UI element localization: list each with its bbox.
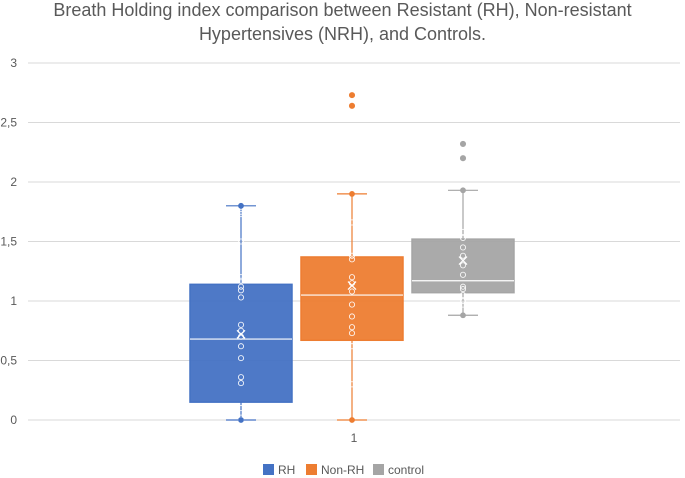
data-point-9 xyxy=(348,256,356,263)
data-point-5 xyxy=(459,271,467,278)
data-point-7 xyxy=(459,252,467,259)
box-series-1 xyxy=(300,92,404,423)
chart-title-line-2: Hypertensives (NRH), and Controls. xyxy=(199,24,486,44)
y-axis-ticks: 0 0,5 1 1,5 2 2,5 3 xyxy=(0,56,17,427)
data-point-3 xyxy=(237,380,245,387)
data-point-0 xyxy=(459,301,467,308)
data-point-8 xyxy=(459,244,467,251)
data-point-12 xyxy=(237,283,245,290)
data-point-11 xyxy=(237,287,245,294)
y-tick-label-4: 2 xyxy=(10,175,17,189)
mean-marker xyxy=(236,329,246,339)
mean-marker xyxy=(347,281,357,290)
data-point-4 xyxy=(459,283,467,290)
box-iqr xyxy=(411,238,515,294)
whisker-end-point-1 xyxy=(349,191,355,197)
data-point-5 xyxy=(348,301,356,308)
data-point-16 xyxy=(237,211,245,218)
data-point-17 xyxy=(237,208,245,215)
y-tick-label-1: 0,5 xyxy=(0,354,17,368)
data-point-2 xyxy=(459,291,467,299)
data-point-11 xyxy=(348,219,356,226)
data-point-5 xyxy=(237,355,245,362)
data-point-3 xyxy=(348,324,356,331)
box-series xyxy=(189,92,515,424)
data-point-10 xyxy=(459,228,467,236)
y-tick-label-2: 1 xyxy=(10,294,17,308)
chart-title-line-1: Breath Holding index comparison between … xyxy=(53,0,631,20)
whisker-end-point-1 xyxy=(460,187,466,194)
data-point-8 xyxy=(348,274,356,281)
box-series-0 xyxy=(189,202,293,424)
data-point-14 xyxy=(237,274,245,281)
data-point-6 xyxy=(237,343,245,350)
data-point-11 xyxy=(459,155,467,162)
data-point-0 xyxy=(348,381,356,388)
legend: RH Non-RH control xyxy=(263,463,424,477)
data-point-1 xyxy=(348,343,356,350)
box-series-2 xyxy=(411,140,515,319)
y-tick-label-5: 2,5 xyxy=(0,116,17,130)
whisker-end-point-0 xyxy=(238,417,244,423)
legend-label-2: control xyxy=(388,463,424,477)
data-point-3 xyxy=(459,286,467,293)
data-point-13 xyxy=(237,277,245,284)
data-point-9 xyxy=(237,321,245,328)
data-point-4 xyxy=(237,374,245,381)
legend-label-0: RH xyxy=(278,463,295,477)
x-tick-label-0: 1 xyxy=(351,431,358,445)
data-point-10 xyxy=(237,294,245,301)
data-point-1 xyxy=(459,297,467,305)
data-point-8 xyxy=(237,327,245,334)
y-tick-label-3: 1,5 xyxy=(0,235,17,249)
whisker-end-point-1 xyxy=(238,202,244,209)
legend-swatch-1 xyxy=(306,464,317,475)
data-point-13 xyxy=(348,92,356,99)
y-tick-label-6: 3 xyxy=(10,56,17,70)
data-point-6 xyxy=(459,262,467,269)
data-point-4 xyxy=(348,313,356,320)
legend-label-1: Non-RH xyxy=(321,463,364,477)
legend-swatch-2 xyxy=(373,464,384,475)
y-tick-label-0: 0 xyxy=(10,413,17,427)
data-point-2 xyxy=(237,405,245,412)
x-axis-ticks: 1 xyxy=(351,431,358,445)
data-point-12 xyxy=(459,140,467,147)
whisker-end-point-0 xyxy=(460,312,466,319)
box-iqr xyxy=(300,256,404,342)
data-point-15 xyxy=(237,238,245,245)
data-point-12 xyxy=(348,102,356,109)
mean-marker xyxy=(458,256,468,265)
data-point-2 xyxy=(348,330,356,337)
whisker-end-point-0 xyxy=(349,417,355,423)
gridlines xyxy=(28,62,680,421)
data-point-6 xyxy=(348,288,356,295)
legend-swatch-0 xyxy=(263,464,274,475)
data-point-9 xyxy=(459,234,467,241)
data-point-10 xyxy=(348,252,356,259)
